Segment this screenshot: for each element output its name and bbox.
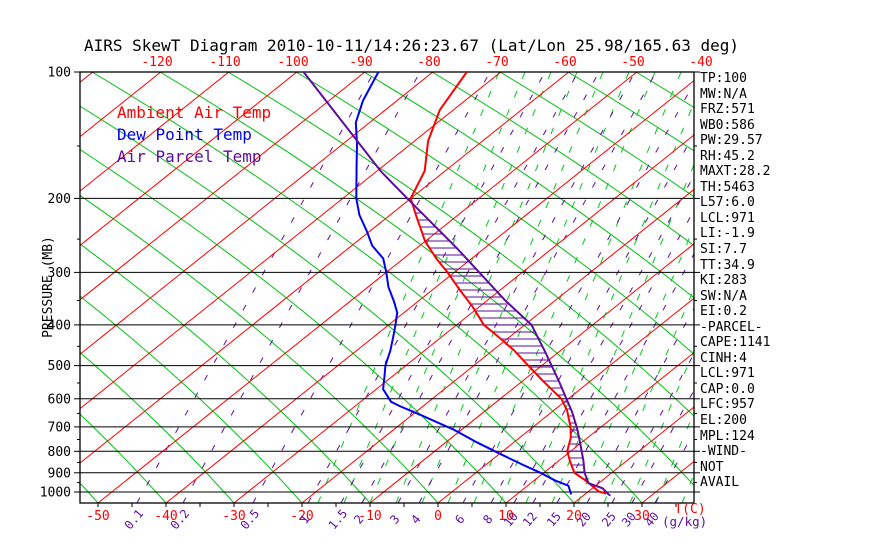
stat-line: TP:100 [700,71,747,86]
svg-text:(g/kg): (g/kg) [662,514,707,529]
stat-line: KI:283 [700,273,747,289]
stat-line: FRZ:571 [700,102,755,118]
svg-text:-90: -90 [349,55,372,70]
svg-text:-120: -120 [141,55,172,70]
stat-line: -PARCEL- [700,319,763,335]
svg-text:1.5: 1.5 [326,507,351,533]
stat-line: WB0:586 [700,117,755,133]
stat-line: LI:-1.9 [700,226,755,242]
stat-line: CINH:4 [700,350,747,366]
stat-line: MW:N/A [700,86,747,102]
stat-line: LFC:957 [700,397,755,413]
svg-text:-50: -50 [86,509,109,524]
stat-line: RH:45.2 [700,148,755,164]
svg-text:25: 25 [599,509,619,529]
svg-text:200: 200 [48,192,71,207]
svg-text:20: 20 [566,509,582,524]
stat-line: MAXT:28.2 [700,164,771,180]
parcel-temp-curve [302,72,611,497]
svg-text:-80: -80 [417,55,440,70]
svg-text:PRESSURE (MB): PRESSURE (MB) [41,236,56,338]
svg-text:700: 700 [48,420,71,435]
svg-text:0: 0 [434,509,442,524]
isotherm-lines [80,72,694,503]
svg-text:8: 8 [480,512,495,527]
svg-text:800: 800 [48,445,71,460]
svg-text:3: 3 [387,512,402,527]
svg-text:-40: -40 [689,55,712,70]
stat-line: -WIND- [700,444,747,460]
stat-line: SW:N/A [700,288,747,304]
svg-text:-110: -110 [209,55,240,70]
stat-line: EL:200 [700,413,747,429]
svg-text:500: 500 [48,359,71,374]
dew-point-curve [354,72,573,495]
svg-text:-30: -30 [222,509,245,524]
stat-line: LCL:971 [700,366,755,382]
stat-line: SI:7.7 [700,242,747,258]
stat-line: CAP:0.0 [700,381,755,397]
stat-line: AVAIL [700,475,740,491]
svg-text:1000: 1000 [40,486,71,501]
legend-air-parcel-temp: Air Parcel Temp [117,147,262,166]
stat-line: L57:6.0 [700,195,755,211]
svg-text:-100: -100 [277,55,308,70]
stat-line: TH:5463 [700,179,755,195]
svg-text:6: 6 [452,512,467,527]
svg-text:15: 15 [544,509,564,529]
svg-text:600: 600 [48,392,71,407]
svg-text:12: 12 [520,509,540,529]
svg-text:0.1: 0.1 [122,507,147,533]
svg-text:900: 900 [48,466,71,481]
stat-line: NOT [700,459,724,475]
svg-text:-20: -20 [290,509,313,524]
stat-line: CAPE:1141 [700,335,771,351]
page-title: AIRS SkewT Diagram 2010-10-11/14:26:23.6… [84,36,740,55]
svg-text:100: 100 [48,66,71,81]
svg-text:-60: -60 [553,55,576,70]
svg-text:30: 30 [634,509,650,524]
svg-text:-50: -50 [621,55,644,70]
stat-line: LCL:971 [700,210,755,226]
svg-text:-10: -10 [358,509,381,524]
svg-text:400: 400 [48,318,71,333]
svg-text:300: 300 [48,266,71,281]
stat-line: EI:0.2 [700,304,747,320]
svg-text:10: 10 [498,509,514,524]
stat-line: PW:29.57 [700,133,763,149]
cape-hatch [413,205,597,487]
stat-line: TT:34.9 [700,257,755,273]
svg-text:-70: -70 [485,55,508,70]
stats-panel: TP:100 MW:N/A FRZ:571 WB0:586 PW:29.57 RH:45.… [700,71,868,491]
svg-text:4: 4 [408,512,423,527]
legend-dew-point-temp: Dew Point Temp [117,125,252,144]
legend-ambient-air-temp: Ambient Air Temp [117,103,272,122]
svg-text:-40: -40 [154,509,177,524]
svg-text:T(C): T(C) [674,502,705,517]
stat-line: MPL:124 [700,428,755,444]
